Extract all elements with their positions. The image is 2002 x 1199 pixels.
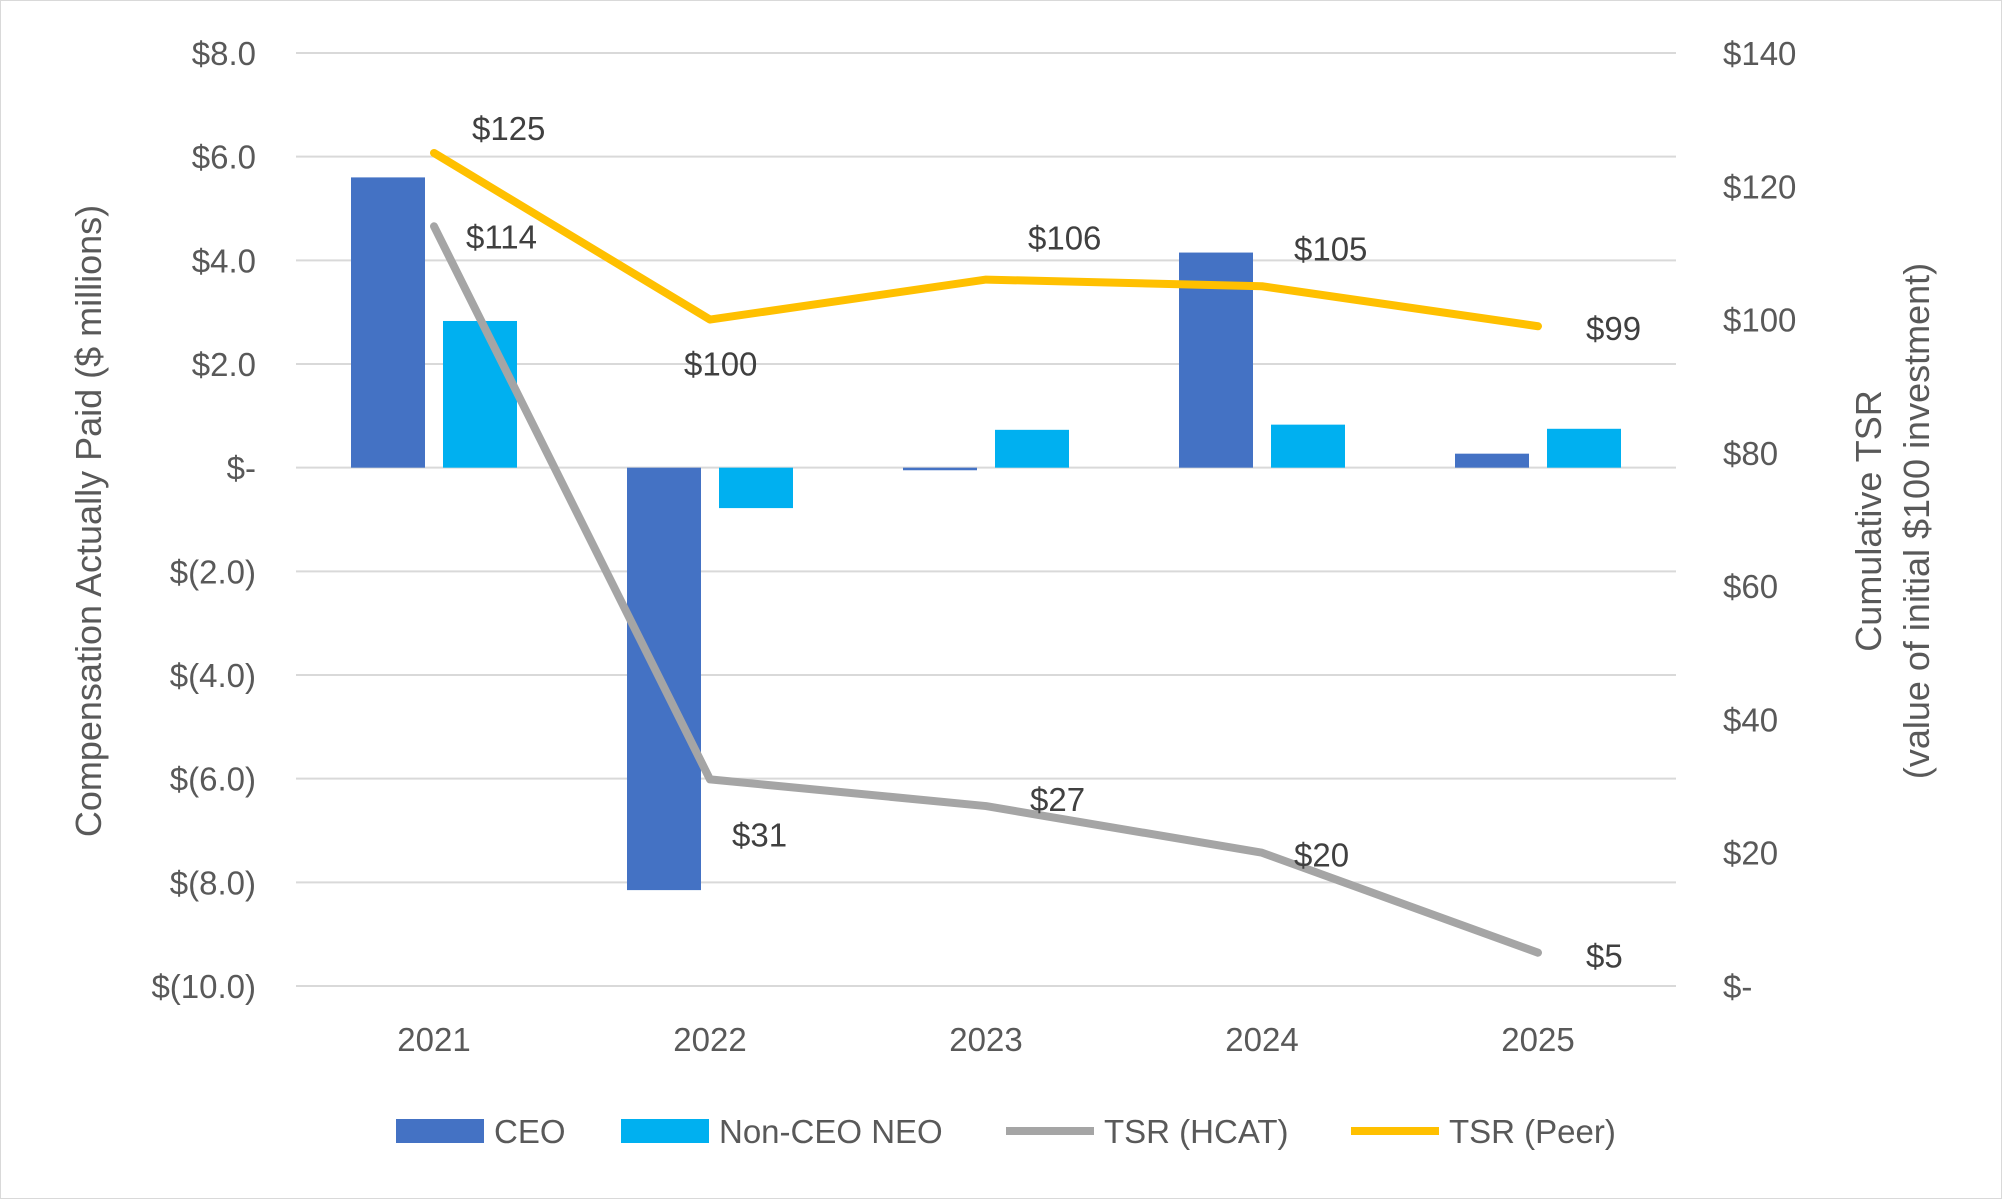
data-label: $31 — [732, 816, 787, 853]
left-axis-tick-label: $8.0 — [192, 35, 256, 72]
bar-non-ceo-neo — [1547, 428, 1621, 468]
line-tsr-peer- — [430, 148, 1542, 331]
right-axis-tick-label: $100 — [1723, 302, 1796, 339]
left-axis-tick-label: $(2.0) — [170, 553, 256, 590]
right-axis-tick-label: $60 — [1723, 568, 1778, 605]
left-axis-tick-label: $(10.0) — [151, 968, 256, 1005]
legend-swatch — [621, 1119, 709, 1143]
data-labels: $114 $31 $27 $20 $5 $125 $100 $106 $105 $99 — [466, 110, 1641, 975]
legend-label: TSR (HCAT) — [1104, 1113, 1289, 1150]
bar-non-ceo-neo — [995, 429, 1069, 468]
bar-ceo — [351, 177, 425, 468]
left-axis-tick-label: $(4.0) — [170, 657, 256, 694]
x-axis-ticks: 2021 2022 2023 2024 2025 — [397, 1021, 1574, 1058]
right-axis-tick-label: $40 — [1723, 701, 1778, 738]
data-label: $20 — [1294, 837, 1349, 874]
bar-ceo — [1455, 453, 1529, 468]
gridlines — [296, 52, 1676, 987]
data-label: $27 — [1030, 781, 1085, 818]
legend-label: TSR (Peer) — [1449, 1113, 1616, 1150]
bar-non-ceo-neo — [1271, 424, 1345, 468]
legend-swatch — [396, 1119, 484, 1143]
legend-label: CEO — [494, 1113, 566, 1150]
legend: CEO Non-CEO NEO TSR (HCAT) TSR (Peer) — [396, 1113, 1616, 1150]
left-axis-tick-label: $- — [227, 450, 256, 487]
data-label: $106 — [1028, 220, 1101, 257]
right-axis-tick-label: $120 — [1723, 168, 1796, 205]
x-axis-tick-label: 2023 — [949, 1021, 1022, 1058]
data-label: $100 — [684, 346, 757, 383]
data-label: $114 — [466, 218, 537, 255]
legend-label: Non-CEO NEO — [719, 1113, 943, 1150]
right-axis-tick-label: $140 — [1723, 35, 1796, 72]
bar-ceo — [903, 467, 977, 471]
left-axis-title: Compensation Actually Paid ($ millions) — [68, 205, 109, 837]
right-axis-title-line1: Cumulative TSR — [1848, 390, 1889, 651]
right-axis-tick-label: $80 — [1723, 435, 1778, 472]
left-axis-ticks: $8.0 $6.0 $4.0 $2.0 $- $(2.0) $(4.0) $(6.0) $(8.… — [151, 35, 256, 1005]
left-axis-tick-label: $(8.0) — [170, 864, 256, 901]
right-axis-title-line2: (value of initial $100 investment) — [1896, 263, 1937, 779]
data-label: $5 — [1586, 938, 1623, 975]
bars — [351, 177, 1621, 891]
left-axis-tick-label: $6.0 — [192, 139, 256, 176]
x-axis-tick-label: 2021 — [397, 1021, 470, 1058]
line-tsr-hcat- — [430, 222, 1542, 957]
x-axis-tick-label: 2024 — [1225, 1021, 1298, 1058]
right-axis-ticks: $140 $120 $100 $80 $60 $40 $20 $- — [1723, 35, 1796, 1005]
right-axis-tick-label: $20 — [1723, 835, 1778, 872]
data-label: $125 — [472, 110, 545, 147]
left-axis-tick-label: $2.0 — [192, 346, 256, 383]
data-label: $99 — [1586, 310, 1641, 347]
left-axis-tick-label: $4.0 — [192, 242, 256, 279]
x-axis-tick-label: 2025 — [1501, 1021, 1574, 1058]
right-axis-tick-label: $- — [1723, 968, 1752, 1005]
left-axis-tick-label: $(6.0) — [170, 761, 256, 798]
x-axis-tick-label: 2022 — [673, 1021, 746, 1058]
bar-non-ceo-neo — [719, 467, 793, 509]
bar-non-ceo-neo — [443, 320, 517, 468]
lines — [430, 148, 1542, 957]
data-label: $105 — [1294, 230, 1367, 267]
